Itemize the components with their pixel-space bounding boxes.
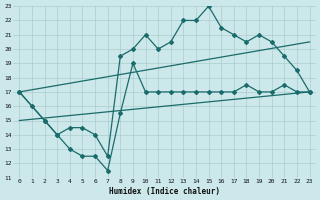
X-axis label: Humidex (Indice chaleur): Humidex (Indice chaleur) [109, 187, 220, 196]
